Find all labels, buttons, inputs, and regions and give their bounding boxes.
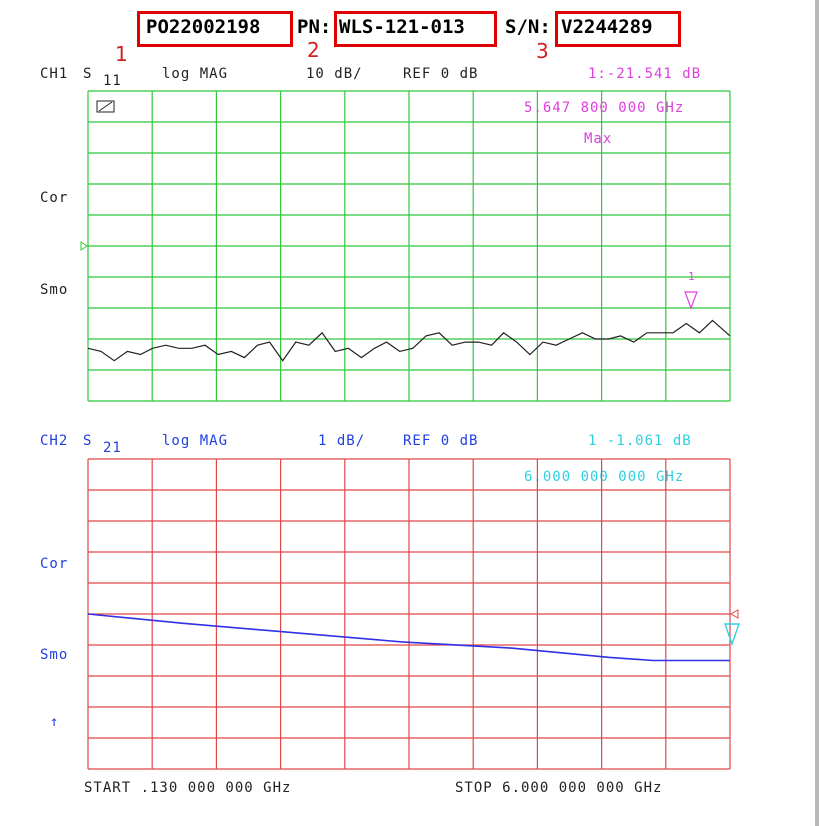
ch1-label: CH1 [40,66,69,82]
right-border [815,0,819,826]
mark-1: 1 [115,42,128,66]
ch2-scale: 1 dB/ [318,433,366,449]
part-number: WLS-121-013 [339,16,465,38]
ch1-ref: REF 0 dB [403,66,479,82]
ch2-side-cor: Cor [40,556,69,572]
ch1-trace [87,319,731,362]
ch2-param-sub: 21 [103,440,122,456]
ch1-marker-note: Max [584,131,613,147]
ch2-marker-freq: 6.000 000 000 GHz [524,469,685,485]
ch1-marker-triangle [684,291,698,310]
ch1-side-smo: Smo [40,282,69,298]
sn-box [555,11,681,47]
ch1-display-icon [96,100,115,113]
ch1-side-cor: Cor [40,190,69,206]
pn-box [334,11,497,47]
ch1-reference-arrow [80,241,88,251]
stop-frequency: STOP 6.000 000 000 GHz [455,780,663,796]
ch1-display-icon-stroke [98,101,113,112]
ch1-marker-readout: 1:-21.541 dB [588,66,702,82]
ch1-param: S [83,66,93,82]
mark-2: 2 [307,38,320,62]
ch1-scale: 10 dB/ [306,66,363,82]
mark-3: 3 [536,39,549,63]
serial-number: V2244289 [561,16,653,38]
ch2-format: log MAG [162,433,229,449]
ch2-ref: REF 0 dB [403,433,479,449]
ch2-marker-readout: 1 -1.061 dB [588,433,692,449]
ch2-side-arrow: ↑ [50,714,60,730]
ch2-reference-arrow [729,609,739,619]
ch1-marker-freq: 5.647 800 000 GHz [524,100,685,116]
ch1-param-sub: 11 [103,73,122,89]
ch2-trace [87,613,730,662]
ch2-marker-triangle [724,623,740,647]
start-frequency: START .130 000 000 GHz [84,780,292,796]
po-number: PO22002198 [146,16,261,38]
pn-label: PN: [297,16,332,38]
ch2-label: CH2 [40,433,69,449]
ch2-side-smo: Smo [40,647,69,663]
ch1-format: log MAG [162,66,229,82]
sn-label: S/N: [505,16,551,38]
ch2-param: S [83,433,93,449]
po-box [137,11,293,47]
